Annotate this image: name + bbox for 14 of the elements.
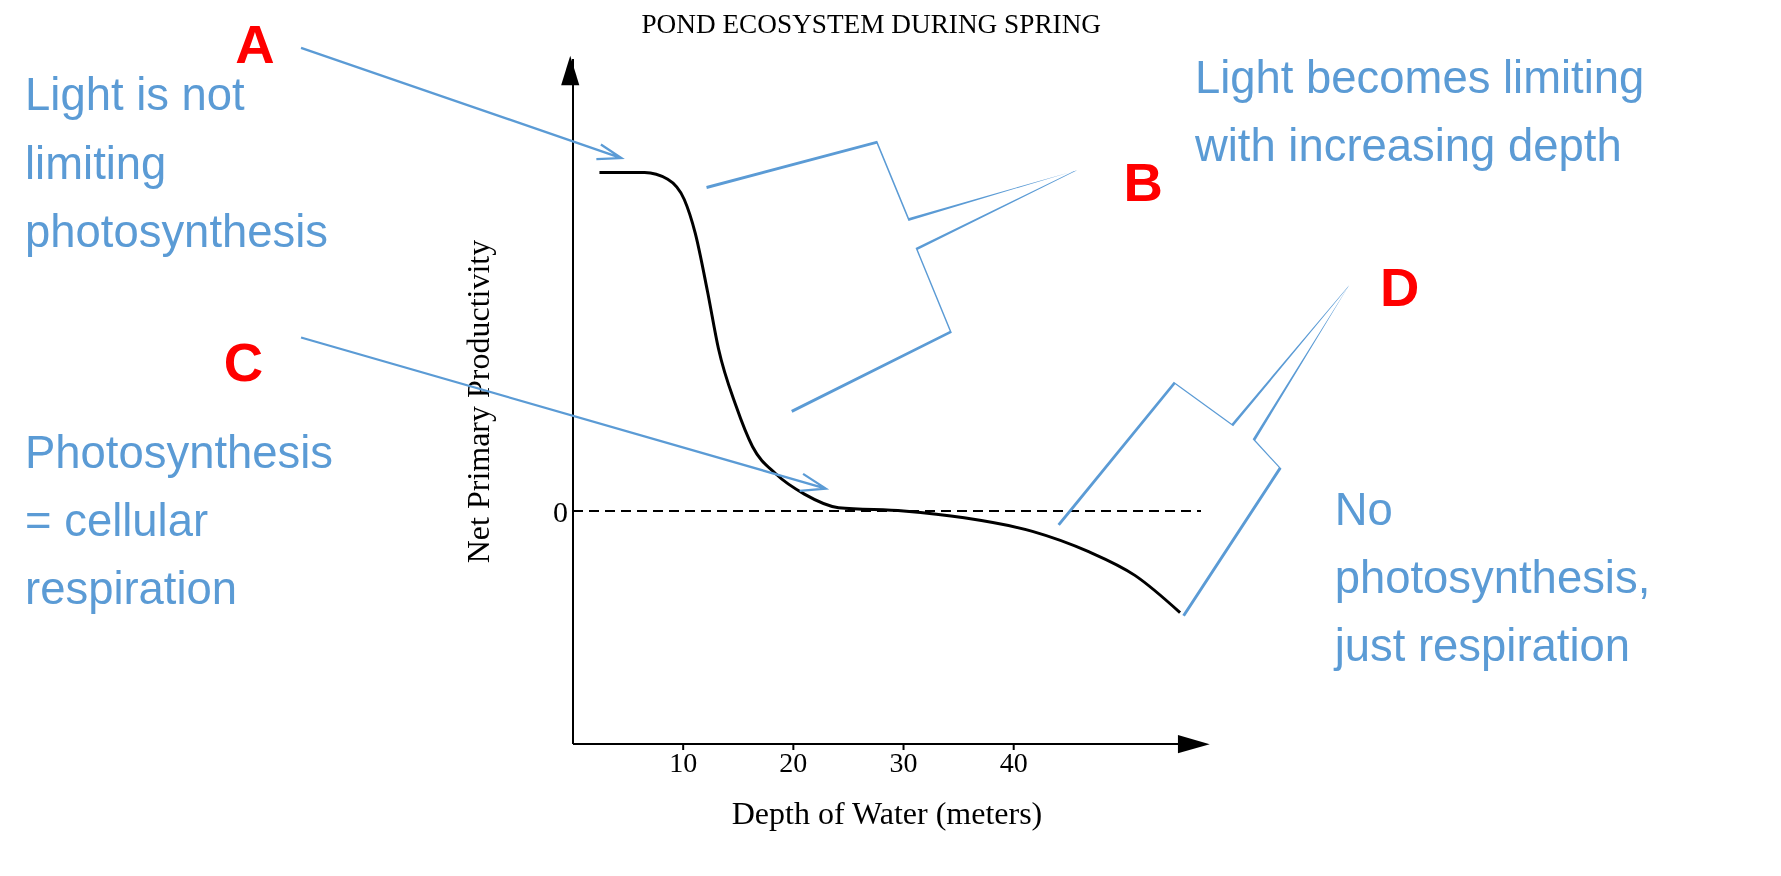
text: No photosynthesis, just respiration bbox=[1332, 483, 1651, 672]
x-tick-label: 30 bbox=[889, 746, 918, 778]
text: C bbox=[223, 331, 264, 393]
y-axis-title: Net Primary Productivity bbox=[460, 239, 497, 564]
text: D bbox=[1380, 256, 1420, 318]
x-tick-label: 20 bbox=[779, 746, 808, 778]
chart-title: POND ECOSYSTEM DURING SPRING bbox=[641, 9, 1102, 40]
x-tick-label: 40 bbox=[999, 746, 1028, 778]
x-axis-title: Depth of Water (meters) bbox=[731, 795, 1043, 831]
annotation: B bbox=[1123, 152, 1163, 214]
ref-line-label: 0 bbox=[553, 494, 568, 528]
x-tick-label: 10 bbox=[669, 746, 698, 778]
text: Photosynthesis = cellular respiration bbox=[25, 427, 334, 615]
text: Light becomes limiting with increasing depth bbox=[1193, 52, 1645, 172]
